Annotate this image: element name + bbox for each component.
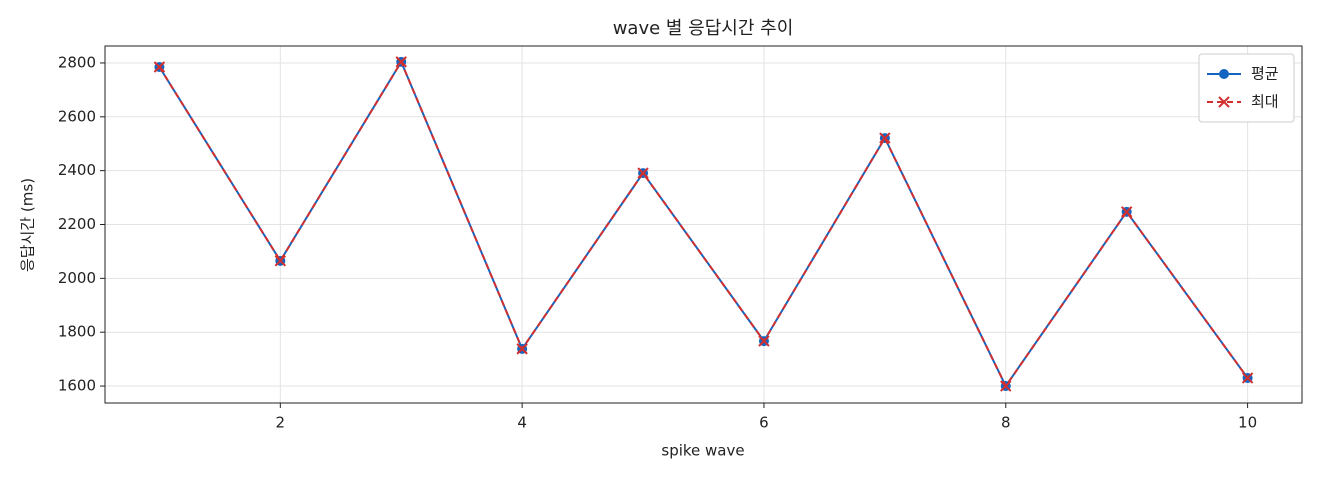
x-tick-label: 8 xyxy=(1001,414,1011,432)
marker xyxy=(637,167,649,179)
x-tick-label: 2 xyxy=(276,414,286,432)
x-tick-label: 4 xyxy=(517,414,527,432)
x-tick-label: 10 xyxy=(1238,414,1257,432)
line xyxy=(158,59,1249,389)
legend-marker xyxy=(1218,96,1230,108)
marker xyxy=(1241,372,1254,384)
legend-label: 최대 xyxy=(1251,93,1279,111)
y-axis-label: 응답시간 (ms) xyxy=(19,178,37,272)
y-tick-label: 1800 xyxy=(58,323,96,341)
legend-marker xyxy=(1219,69,1229,79)
legend-label: 평균 xyxy=(1251,65,1279,83)
marker xyxy=(758,335,770,347)
line xyxy=(158,59,1249,389)
y-tick-label: 2800 xyxy=(58,53,96,71)
y-tick-label: 1600 xyxy=(58,377,96,395)
x-axis-label: spike wave xyxy=(661,442,744,460)
y-tick-label: 2000 xyxy=(58,269,96,287)
legend-box xyxy=(1198,53,1295,123)
marker xyxy=(879,132,891,144)
y-tick-label: 2200 xyxy=(58,215,96,233)
marker xyxy=(516,343,528,355)
marker xyxy=(1000,380,1012,392)
marker xyxy=(274,255,287,267)
y-tick-label: 2400 xyxy=(58,161,96,179)
marker xyxy=(153,61,166,73)
marker xyxy=(395,56,407,68)
marker xyxy=(1120,206,1133,218)
y-tick-label: 2600 xyxy=(58,107,96,125)
plot-frame xyxy=(104,45,1303,404)
x-tick-label: 6 xyxy=(759,414,769,432)
chart-title: wave 별 응답시간 추이 xyxy=(613,18,794,39)
